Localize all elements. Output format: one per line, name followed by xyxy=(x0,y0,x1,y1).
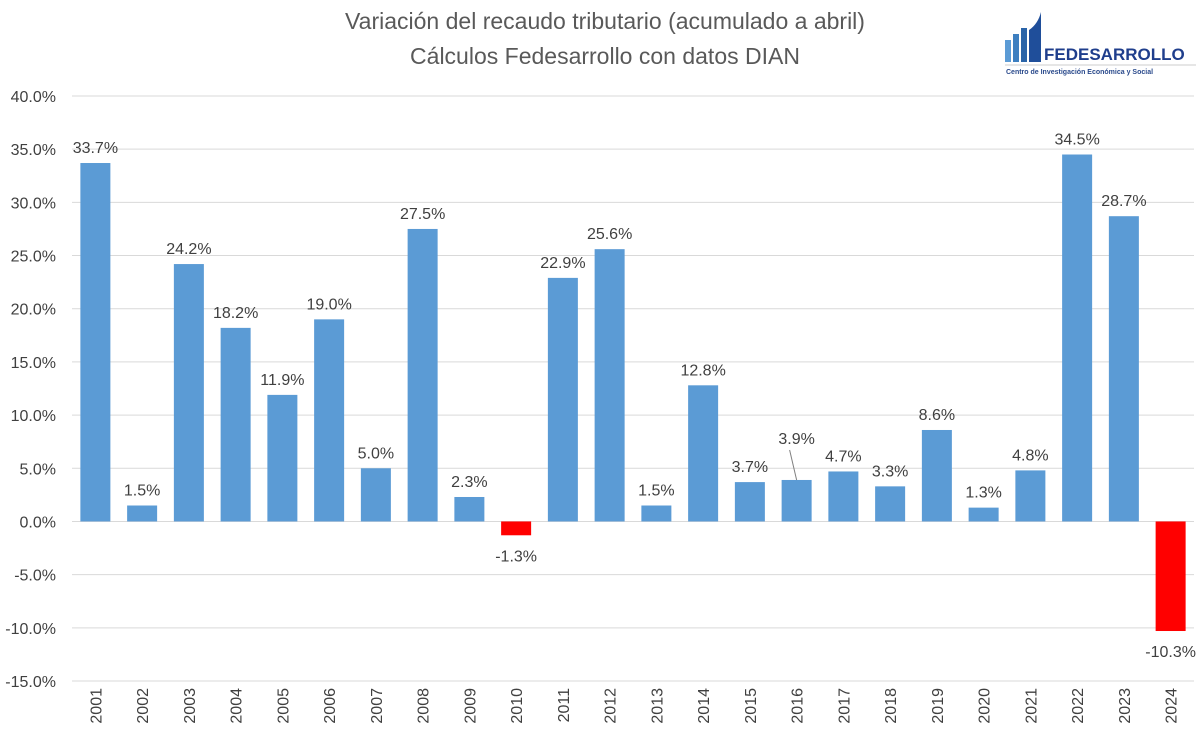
x-tick-label: 2024 xyxy=(1164,688,1181,724)
bar xyxy=(1155,521,1186,632)
x-tick-label: 2018 xyxy=(883,688,900,724)
data-label: 3.7% xyxy=(732,459,768,476)
leader-line xyxy=(789,449,798,481)
x-tick-label: 2013 xyxy=(649,688,666,724)
y-tick-label: 25.0% xyxy=(11,249,56,266)
chart-title: Variación del recaudo tributario (acumul… xyxy=(345,8,865,34)
data-label: 1.5% xyxy=(638,483,674,500)
bar xyxy=(407,228,438,522)
data-label: 18.2% xyxy=(213,305,258,322)
bar xyxy=(360,468,391,522)
y-tick-label: -15.0% xyxy=(5,674,56,691)
y-tick-label: -5.0% xyxy=(14,568,56,585)
x-tick-label: 2009 xyxy=(462,688,479,724)
x-tick-label: 2015 xyxy=(743,688,760,724)
data-label: 8.6% xyxy=(919,407,955,424)
bar xyxy=(875,486,906,522)
x-tick-label: 2004 xyxy=(229,688,246,724)
x-tick-label: 2010 xyxy=(509,688,526,724)
data-label: 28.7% xyxy=(1101,193,1146,210)
svg-text:FEDESARROLLO: FEDESARROLLO xyxy=(1044,45,1185,64)
data-label: 34.5% xyxy=(1054,132,1099,149)
data-label: 19.0% xyxy=(306,296,351,313)
x-tick-label: 2012 xyxy=(603,688,620,724)
data-label: 25.6% xyxy=(587,226,632,243)
data-label: 4.8% xyxy=(1012,447,1048,464)
chart-subtitle: Cálculos Fedesarrollo con datos DIAN xyxy=(410,43,800,69)
y-tick-label: 15.0% xyxy=(11,355,56,372)
data-label: 12.8% xyxy=(680,362,725,379)
bar xyxy=(127,505,158,522)
x-tick-label: 2020 xyxy=(977,688,994,724)
y-tick-label: 20.0% xyxy=(11,302,56,319)
bar xyxy=(641,505,672,522)
fedesarrollo-logo: FEDESARROLLO Centro de Investigación Eco… xyxy=(1005,12,1196,76)
bar xyxy=(173,264,204,522)
x-tick-label: 2019 xyxy=(930,688,947,724)
y-tick-label: 5.0% xyxy=(20,461,56,478)
x-tick-label: 2006 xyxy=(322,688,339,724)
x-tick-label: 2007 xyxy=(369,688,386,724)
y-tick-label: 0.0% xyxy=(20,514,56,531)
data-label: 22.9% xyxy=(540,255,585,272)
bar xyxy=(267,394,298,522)
bar xyxy=(1062,154,1093,522)
data-label: 2.3% xyxy=(451,474,487,491)
y-tick-label: 30.0% xyxy=(11,195,56,212)
bar xyxy=(594,249,625,522)
x-tick-label: 2023 xyxy=(1117,688,1134,724)
bar xyxy=(781,479,812,522)
data-label: -10.3% xyxy=(1145,644,1196,661)
bar xyxy=(921,429,952,522)
data-label: 33.7% xyxy=(73,140,118,157)
x-tick-label: 2021 xyxy=(1023,688,1040,724)
y-tick-label: -10.0% xyxy=(5,621,56,638)
bar xyxy=(220,327,251,522)
data-label: 4.7% xyxy=(825,448,861,465)
bar xyxy=(828,471,859,522)
bar xyxy=(547,277,578,522)
bar xyxy=(1108,216,1139,522)
bar xyxy=(314,319,345,522)
x-tick-label: 2014 xyxy=(696,688,713,724)
bar xyxy=(80,163,111,522)
data-label: 11.9% xyxy=(260,372,304,389)
x-tick-label: 2008 xyxy=(416,688,433,724)
x-tick-label: 2005 xyxy=(275,688,292,724)
data-label: 5.0% xyxy=(358,445,394,462)
x-tick-label: 2001 xyxy=(88,688,105,724)
svg-text:Centro de Investigación Económ: Centro de Investigación Económica y Soci… xyxy=(1006,69,1153,76)
bar xyxy=(734,482,765,522)
bar xyxy=(688,385,719,522)
y-tick-label: 40.0% xyxy=(11,89,56,106)
x-tick-label: 2016 xyxy=(790,688,807,724)
data-label: 3.9% xyxy=(778,431,814,448)
bar xyxy=(501,521,532,536)
y-tick-label: 10.0% xyxy=(11,408,56,425)
data-label: 1.5% xyxy=(124,483,160,500)
bar xyxy=(968,507,999,522)
bar xyxy=(1015,470,1046,522)
x-tick-label: 2022 xyxy=(1070,688,1087,724)
data-label: 3.3% xyxy=(872,463,908,480)
x-tick-label: 2017 xyxy=(836,688,853,724)
data-label: 1.3% xyxy=(965,485,1001,502)
bar xyxy=(454,496,485,522)
y-tick-label: 35.0% xyxy=(11,142,56,159)
x-tick-label: 2011 xyxy=(556,688,573,723)
x-tick-label: 2002 xyxy=(135,688,152,724)
data-label: 27.5% xyxy=(400,206,445,223)
x-tick-label: 2003 xyxy=(182,688,199,724)
data-label: 24.2% xyxy=(166,241,211,258)
data-label: -1.3% xyxy=(495,548,537,565)
